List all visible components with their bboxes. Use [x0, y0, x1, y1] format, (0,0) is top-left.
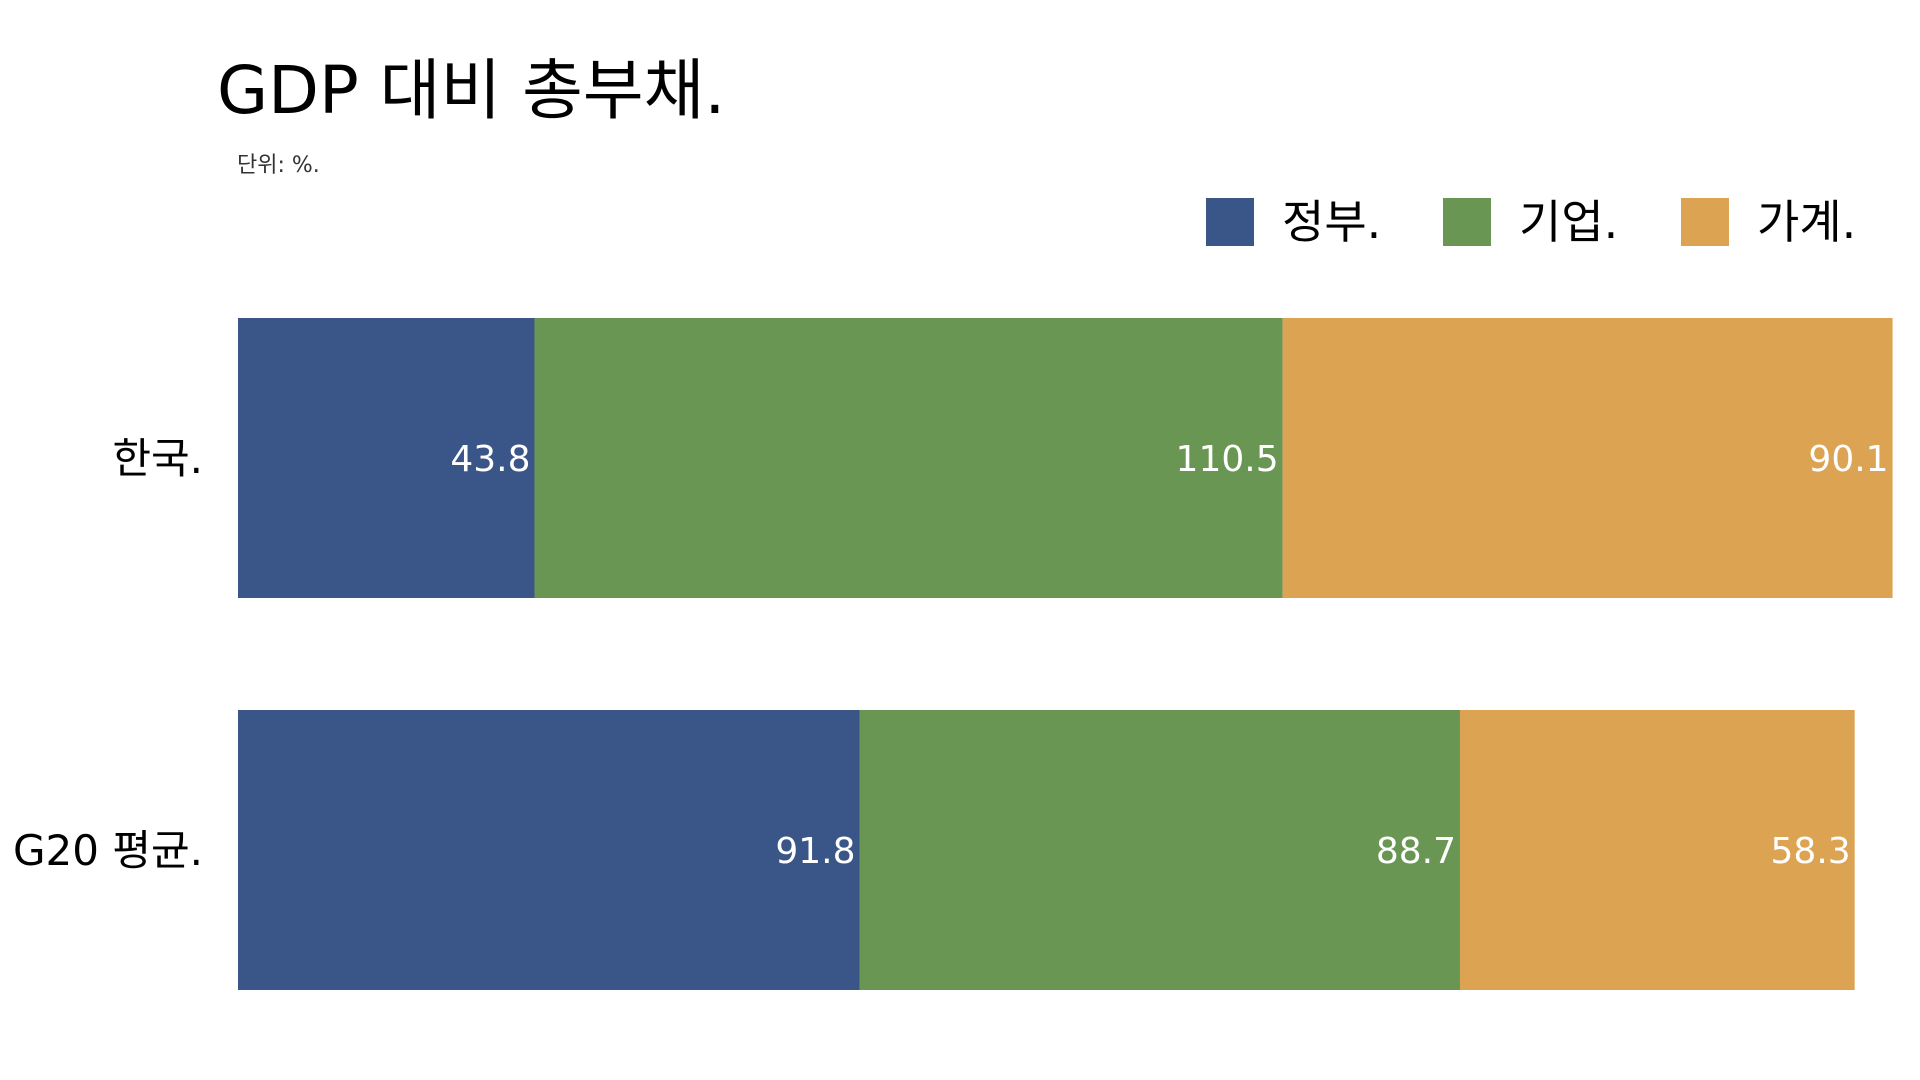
legend-swatch	[1681, 198, 1729, 246]
chart-title: GDP 대비 총부채.	[217, 52, 725, 129]
category-label: G20 평균.	[13, 826, 203, 875]
chart-subtitle: 단위: %.	[237, 153, 320, 178]
legend-label: 기업.	[1519, 195, 1618, 249]
data-label: 110.5	[1176, 439, 1279, 480]
bar-segment	[1282, 318, 1893, 598]
category-labels: 한국. G20 평균.	[13, 434, 203, 875]
legend-swatch	[1443, 198, 1491, 246]
value-labels: 43.8 110.5 90.1 91.8 88.7 58.3	[450, 439, 1888, 872]
category-label: 한국.	[112, 434, 203, 483]
legend-swatch	[1206, 198, 1254, 246]
legend-label: 정부.	[1282, 195, 1381, 249]
bar-segment	[1459, 710, 1855, 990]
data-label: 58.3	[1771, 831, 1851, 872]
legend-label: 가계.	[1757, 195, 1856, 249]
data-label: 90.1	[1808, 439, 1888, 480]
bar-segment	[859, 710, 1460, 990]
bar-segment	[238, 318, 535, 598]
data-label: 91.8	[775, 831, 855, 872]
bar-segment	[238, 710, 860, 990]
bar-segment	[534, 318, 1283, 598]
legend: 정부. 기업. 가계.	[1206, 195, 1856, 249]
data-label: 43.8	[450, 439, 530, 480]
bars-group	[238, 318, 1893, 990]
data-label: 88.7	[1376, 831, 1456, 872]
